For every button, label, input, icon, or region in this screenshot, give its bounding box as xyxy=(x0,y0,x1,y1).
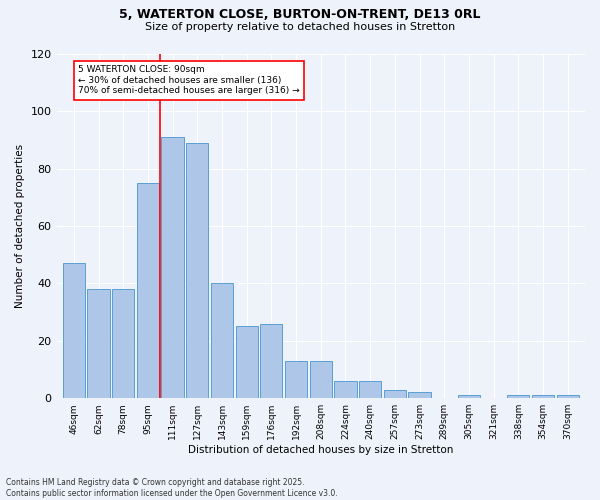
Text: 5, WATERTON CLOSE, BURTON-ON-TRENT, DE13 0RL: 5, WATERTON CLOSE, BURTON-ON-TRENT, DE13… xyxy=(119,8,481,20)
Bar xyxy=(507,396,529,398)
Bar xyxy=(359,381,381,398)
Bar xyxy=(458,396,480,398)
Bar xyxy=(285,361,307,398)
Bar xyxy=(260,324,283,398)
Bar xyxy=(310,361,332,398)
Bar xyxy=(236,326,258,398)
Bar xyxy=(211,284,233,398)
Bar xyxy=(112,289,134,398)
Bar xyxy=(161,137,184,398)
Text: Size of property relative to detached houses in Stretton: Size of property relative to detached ho… xyxy=(145,22,455,32)
Bar xyxy=(63,264,85,398)
Bar xyxy=(384,390,406,398)
Bar xyxy=(137,183,159,398)
Bar xyxy=(532,396,554,398)
Bar xyxy=(334,381,356,398)
Bar xyxy=(186,143,208,398)
Bar xyxy=(88,289,110,398)
X-axis label: Distribution of detached houses by size in Stretton: Distribution of detached houses by size … xyxy=(188,445,454,455)
Text: Contains HM Land Registry data © Crown copyright and database right 2025.
Contai: Contains HM Land Registry data © Crown c… xyxy=(6,478,338,498)
Text: 5 WATERTON CLOSE: 90sqm
← 30% of detached houses are smaller (136)
70% of semi-d: 5 WATERTON CLOSE: 90sqm ← 30% of detache… xyxy=(78,66,300,96)
Bar xyxy=(409,392,431,398)
Bar xyxy=(557,396,579,398)
Y-axis label: Number of detached properties: Number of detached properties xyxy=(15,144,25,308)
